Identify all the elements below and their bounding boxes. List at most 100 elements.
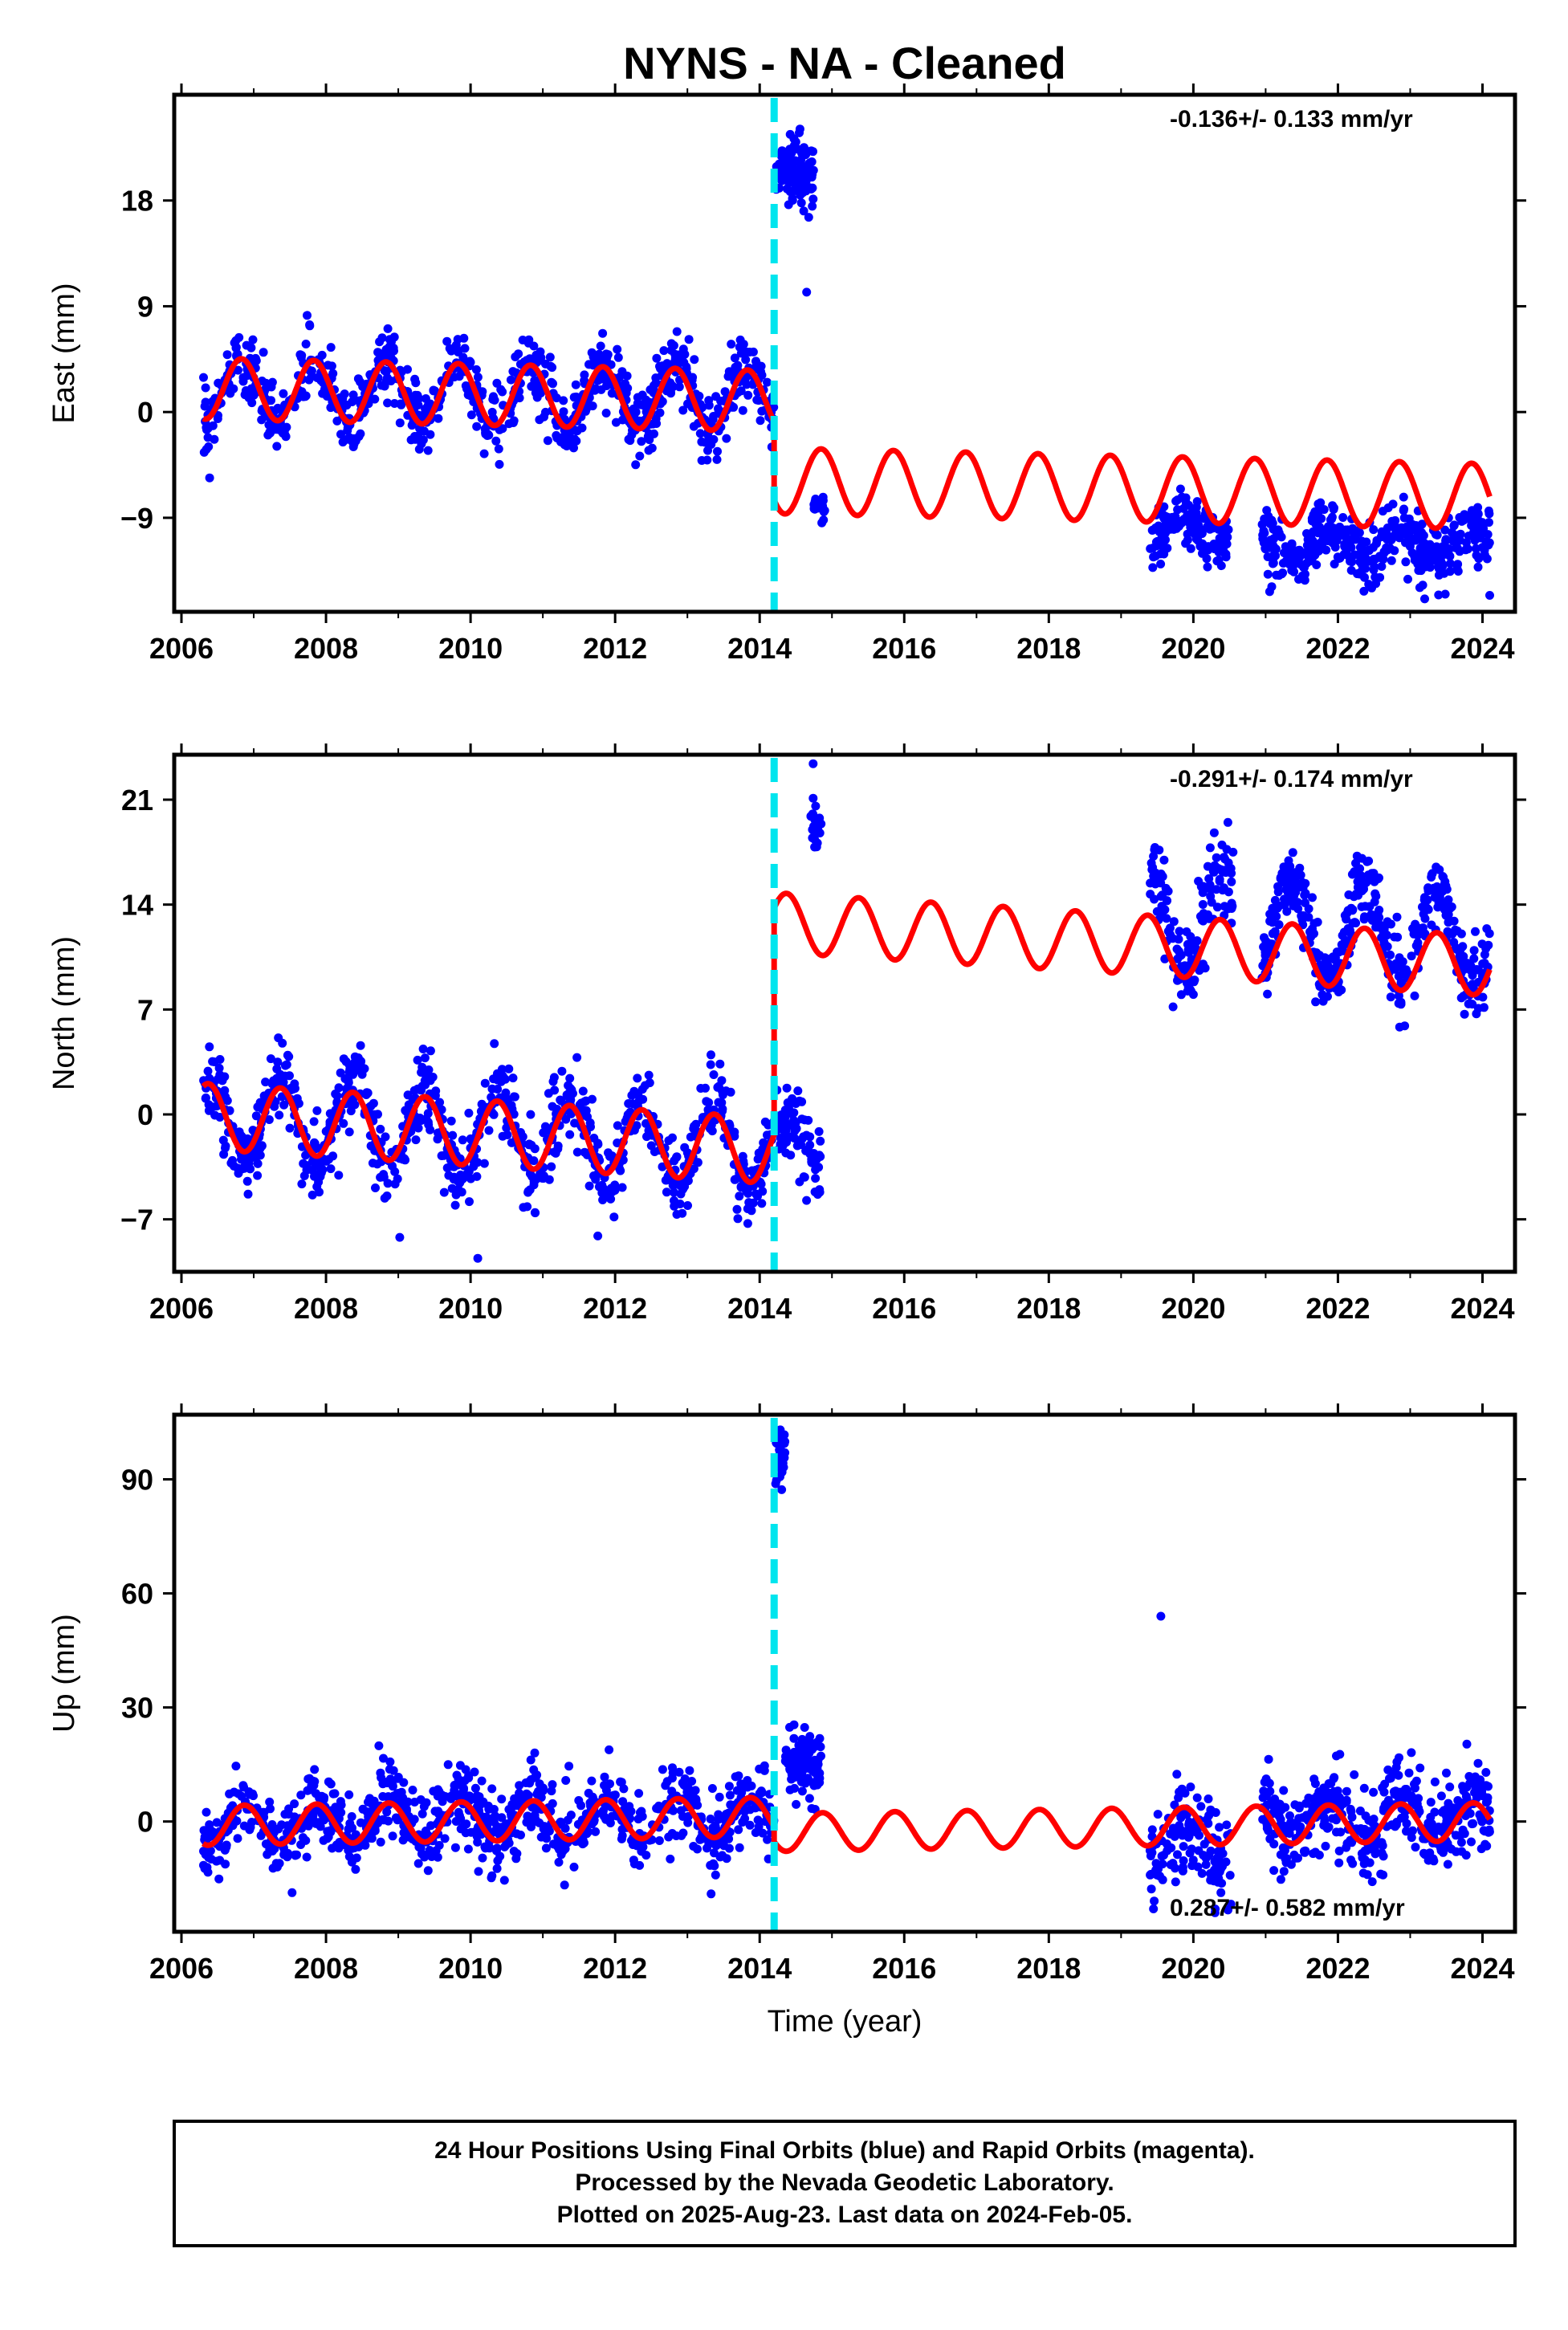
data-point — [1369, 525, 1379, 535]
data-point — [1215, 874, 1224, 884]
data-point — [789, 1733, 799, 1743]
data-point — [535, 1779, 544, 1789]
data-point — [1379, 1787, 1389, 1797]
data-point — [1359, 1783, 1369, 1793]
data-point — [651, 378, 661, 388]
data-point — [540, 1122, 550, 1131]
data-point — [464, 1108, 474, 1118]
data-point — [343, 426, 352, 435]
data-point — [814, 1126, 824, 1136]
data-point — [1445, 1782, 1455, 1792]
data-point — [645, 435, 654, 445]
plot-frame — [172, 1412, 1517, 1934]
x-tick-label: 2020 — [1161, 1292, 1225, 1325]
data-point — [1401, 557, 1411, 567]
data-point — [1467, 1837, 1476, 1847]
data-point — [271, 425, 280, 434]
data-point — [292, 1850, 301, 1860]
data-point — [781, 1130, 791, 1139]
data-point — [1176, 1813, 1186, 1823]
data-point — [752, 395, 762, 405]
data-point — [1277, 569, 1287, 579]
data-point — [296, 1790, 306, 1800]
data-point — [1451, 925, 1460, 935]
x-tick-label: 2006 — [149, 632, 214, 665]
data-point — [261, 378, 271, 388]
data-point — [578, 1086, 588, 1096]
data-point — [1459, 951, 1468, 961]
x-tick-label: 2020 — [1161, 632, 1225, 665]
data-point — [499, 1876, 509, 1885]
y-axis-label: North (mm) — [47, 936, 81, 1090]
data-point — [277, 1820, 287, 1830]
data-point — [748, 347, 758, 356]
data-point — [456, 1780, 466, 1790]
data-point — [1228, 901, 1237, 910]
data-point — [548, 1780, 557, 1790]
data-point — [287, 1888, 297, 1897]
x-tick-label: 2010 — [438, 1292, 503, 1325]
data-point — [1307, 514, 1317, 523]
data-point — [743, 1782, 752, 1792]
data-point — [299, 1159, 308, 1168]
data-point — [1419, 539, 1429, 548]
data-point — [201, 1093, 210, 1102]
rate-annotation: 0.287+/- 0.582 mm/yr — [1170, 1895, 1405, 1921]
data-point — [201, 383, 210, 393]
data-point — [208, 1057, 218, 1066]
data-point — [771, 1479, 780, 1489]
data-point — [264, 1115, 274, 1124]
data-point — [719, 1841, 729, 1851]
data-point — [478, 1853, 487, 1863]
data-point — [257, 1141, 267, 1151]
data-point — [812, 501, 821, 511]
data-point — [279, 389, 288, 398]
data-point — [780, 1114, 790, 1123]
data-point — [1338, 513, 1348, 522]
x-tick-label: 2020 — [1161, 1952, 1225, 1985]
data-point — [1375, 552, 1385, 561]
data-point — [1159, 540, 1168, 549]
data-point — [1423, 905, 1433, 914]
data-point — [617, 1834, 626, 1843]
data-point — [361, 1090, 371, 1099]
data-point — [1165, 923, 1175, 933]
data-point — [426, 1125, 435, 1134]
data-point — [1189, 977, 1199, 987]
data-point — [1415, 1807, 1424, 1816]
data-point — [724, 1782, 734, 1791]
data-point — [757, 1199, 767, 1208]
y-tick-label: 9 — [137, 290, 153, 323]
data-point — [556, 1850, 566, 1860]
data-point — [1462, 1739, 1472, 1749]
data-point — [1182, 927, 1191, 936]
data-point — [1485, 929, 1494, 939]
x-tick-label: 2012 — [583, 632, 647, 665]
data-point — [1374, 923, 1383, 932]
data-point — [483, 431, 492, 440]
data-point — [1453, 567, 1463, 576]
data-point — [1482, 554, 1492, 564]
data-point — [1355, 1807, 1365, 1815]
data-point — [383, 398, 393, 408]
data-point — [715, 1059, 725, 1069]
x-tick-label: 2014 — [727, 1292, 792, 1325]
data-point — [541, 1843, 551, 1853]
data-point — [1309, 1774, 1319, 1784]
data-point — [1332, 1751, 1341, 1761]
data-point — [810, 842, 820, 852]
data-point — [408, 1786, 417, 1794]
data-point — [813, 1755, 823, 1765]
data-point — [1375, 572, 1385, 582]
data-point — [1184, 1831, 1194, 1841]
data-point — [1319, 967, 1329, 977]
outlier-point — [1210, 1908, 1220, 1917]
data-point — [484, 1126, 494, 1135]
data-point — [1206, 1805, 1216, 1815]
data-point — [514, 349, 523, 359]
data-point — [205, 1042, 214, 1052]
data-point — [1153, 1810, 1163, 1819]
data-point — [1187, 519, 1197, 528]
data-point — [1265, 1834, 1275, 1843]
data-point — [1183, 939, 1192, 949]
